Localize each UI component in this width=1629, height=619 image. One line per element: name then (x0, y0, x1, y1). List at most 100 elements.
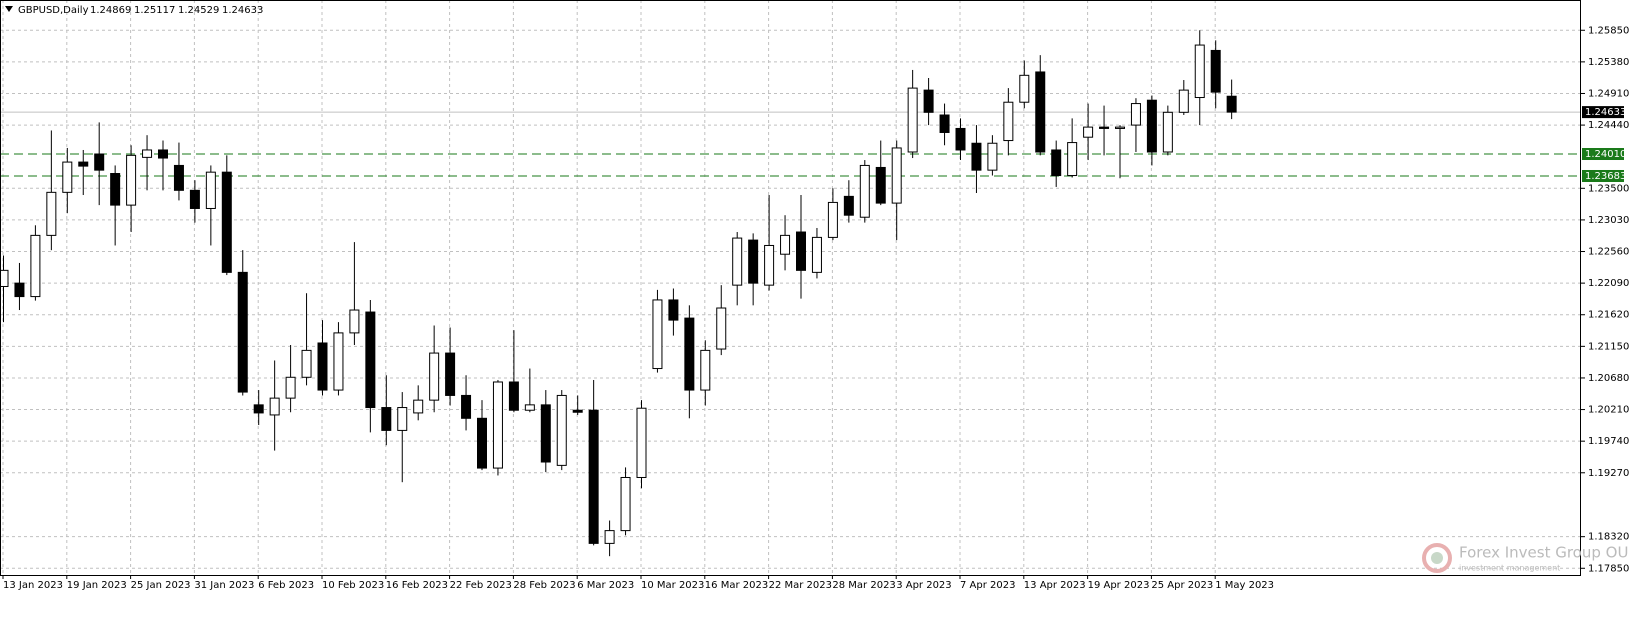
candle-body (333, 332, 344, 391)
x-tick-label: 31 Jan 2023 (194, 580, 254, 591)
candle-body (716, 307, 727, 350)
x-tick-label: 10 Feb 2023 (322, 580, 384, 591)
candle-body (652, 299, 663, 370)
y-tick-label: 1.24910 (1588, 88, 1629, 99)
candle-body (78, 161, 89, 167)
candle-body (158, 149, 168, 159)
candle-body (572, 409, 583, 413)
watermark-title: Forex Invest Group OU (1459, 544, 1628, 562)
candle-body (1003, 101, 1014, 142)
candle-body (30, 234, 41, 298)
x-tick-label: 16 Mar 2023 (705, 580, 768, 591)
candle-body (492, 381, 503, 469)
candle-body (285, 376, 296, 399)
y-tick-label: 1.24440 (1588, 120, 1629, 131)
price-label: 1.24010 (1585, 149, 1626, 160)
candle-body (445, 352, 456, 396)
x-tick-label: 1 May 2023 (1215, 580, 1274, 591)
y-tick-label: 1.22090 (1588, 278, 1629, 289)
candle-body (540, 404, 551, 463)
candle-body (923, 89, 934, 113)
candle-body (1019, 74, 1030, 103)
candle-body (429, 352, 440, 401)
x-tick-label: 28 Feb 2023 (513, 580, 575, 591)
price-lines (0, 111, 1580, 177)
x-tick-label: 28 Mar 2023 (832, 580, 895, 591)
price-label: 1.23683 (1585, 171, 1626, 182)
candles (0, 30, 1237, 557)
header-ohlc: 1.24869 1.25117 1.24529 1.24633 (90, 5, 263, 16)
candle-body (764, 244, 775, 286)
candle-body (1178, 89, 1189, 113)
candle-body (524, 404, 535, 411)
candle-body (317, 342, 328, 391)
y-tick-label: 1.20680 (1588, 373, 1629, 384)
price-label: 1.24633 (1585, 107, 1626, 118)
candle-body (1130, 103, 1141, 126)
y-tick-label: 1.23030 (1588, 215, 1629, 226)
candle-body (0, 269, 9, 287)
candle-body (14, 282, 25, 298)
candle-body (1067, 142, 1078, 177)
x-tick-label: 25 Apr 2023 (1151, 580, 1213, 591)
symbol: GBPUSD,Daily (18, 5, 89, 16)
candle-body (205, 171, 216, 209)
candle-body (939, 114, 950, 133)
candle-body (397, 407, 408, 431)
candle-body (413, 399, 424, 414)
candle-body (221, 171, 232, 273)
logo (1422, 543, 1452, 573)
candle-body (955, 127, 966, 151)
candle-body (859, 164, 870, 218)
candle-body (1115, 126, 1125, 129)
x-tick-label: 25 Jan 2023 (131, 580, 191, 591)
candle-body (748, 239, 759, 284)
candle-body (253, 404, 264, 414)
candle-body (349, 309, 360, 334)
candle-body (1051, 149, 1062, 177)
header-value: 1.24633 (222, 5, 263, 16)
x-tick-label: 19 Apr 2023 (1088, 580, 1150, 591)
price-label-box (1582, 148, 1624, 161)
menu-arrow[interactable] (5, 6, 13, 12)
candle-body (684, 317, 695, 391)
y-tick-label: 1.20210 (1588, 405, 1629, 416)
y-tick-label: 1.21150 (1588, 341, 1629, 352)
x-tick-label: 22 Mar 2023 (769, 580, 832, 591)
candle-body (700, 349, 711, 391)
plot-frame (0, 0, 1581, 576)
candle-body (126, 154, 137, 206)
candle-body (301, 349, 312, 378)
candle-body (110, 173, 121, 206)
y-tick-label: 1.23500 (1588, 183, 1629, 194)
candle-body (891, 147, 902, 204)
candle-body (1210, 49, 1221, 93)
y-tick-label: 1.17850 (1588, 563, 1629, 574)
header-value: 1.25117 (134, 5, 175, 16)
y-tick-label: 1.21620 (1588, 310, 1629, 321)
x-tick-label: 22 Feb 2023 (450, 580, 512, 591)
candle-body (971, 142, 982, 171)
header-value: 1.24529 (178, 5, 219, 16)
candle-body (780, 234, 791, 255)
candle-body (94, 153, 105, 171)
y-tick-label: 1.19270 (1588, 468, 1629, 479)
candle-body (556, 394, 567, 466)
watermark-subtitle: investment management (1459, 564, 1560, 573)
candle-body (1099, 126, 1110, 129)
y-tick-label: 1.19740 (1588, 436, 1629, 447)
candle-body (1083, 126, 1094, 138)
x-tick-label: 7 Apr 2023 (960, 580, 1015, 591)
candle-body (1035, 71, 1046, 153)
candle-body (46, 191, 57, 236)
x-tick-label: 3 Apr 2023 (896, 580, 951, 591)
grid (0, 0, 1580, 575)
candle-body (365, 311, 376, 409)
candle-body (381, 407, 392, 431)
candle-body (1194, 44, 1205, 99)
candle-body (588, 409, 599, 544)
price-label-box (1582, 106, 1624, 119)
logo-core (1431, 552, 1443, 564)
